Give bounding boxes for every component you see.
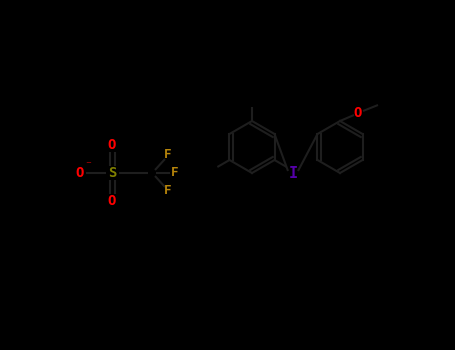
Text: O: O bbox=[108, 194, 116, 208]
Text: O: O bbox=[76, 166, 84, 180]
Text: ⁻: ⁻ bbox=[85, 160, 91, 170]
Text: F: F bbox=[171, 167, 179, 180]
Text: F: F bbox=[164, 148, 172, 161]
Text: O: O bbox=[108, 138, 116, 152]
Text: F: F bbox=[164, 184, 172, 197]
Text: I: I bbox=[288, 166, 298, 181]
Text: S: S bbox=[108, 166, 116, 180]
Text: O: O bbox=[354, 106, 362, 120]
